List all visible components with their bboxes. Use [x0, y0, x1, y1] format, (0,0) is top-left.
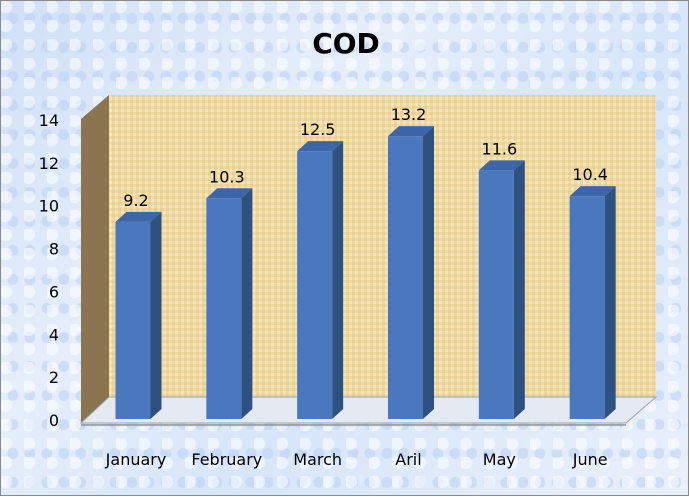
- bar-march: [297, 141, 344, 419]
- x-axis-category-labels: January February March Aril May June: [105, 450, 608, 469]
- data-label: 13.2: [391, 105, 427, 124]
- bar-side: [150, 211, 162, 419]
- bars: [115, 126, 616, 420]
- chart-title: COD: [312, 27, 380, 60]
- y-tick-label: 4: [49, 325, 59, 344]
- bar-top: [388, 126, 434, 137]
- data-label: 11.6: [482, 139, 518, 158]
- bar-side: [604, 186, 616, 419]
- bar-front: [569, 196, 605, 419]
- bar-january: [115, 211, 162, 419]
- data-labels: 9.2 10.3 12.5 13.2 11.6 10.4: [123, 105, 608, 210]
- bar-front: [206, 198, 242, 419]
- x-tick-label: March: [293, 450, 342, 469]
- data-label: 10.4: [572, 165, 608, 184]
- bar-may: [478, 160, 525, 419]
- data-label: 9.2: [123, 191, 148, 210]
- bar-top: [206, 188, 253, 199]
- bar-front: [115, 221, 151, 419]
- y-axis-tick-labels: 0 2 4 6 8 10 12 14: [39, 111, 59, 430]
- bar-top: [569, 186, 616, 197]
- bar-february: [206, 188, 253, 419]
- bar-aril: [388, 126, 434, 420]
- data-label: 12.5: [300, 120, 336, 139]
- data-label: 10.3: [209, 167, 245, 186]
- x-tick-label: January: [105, 450, 167, 469]
- bar-front: [388, 136, 423, 419]
- bar-side: [513, 160, 525, 419]
- x-tick-label: Aril: [395, 450, 421, 469]
- y-tick-label: 10: [39, 197, 59, 216]
- bar-side: [241, 188, 253, 419]
- x-tick-label: February: [191, 450, 262, 469]
- bar-front: [478, 170, 514, 419]
- bar-front: [297, 151, 333, 419]
- y-tick-label: 6: [49, 282, 59, 301]
- bar-june: [569, 186, 616, 419]
- x-tick-label: May: [483, 450, 516, 469]
- bar-top: [115, 211, 162, 222]
- bar-top: [297, 141, 344, 152]
- y-tick-label: 14: [39, 111, 59, 130]
- bar-top: [478, 160, 525, 171]
- side-wall: [81, 95, 109, 423]
- x-tick-label: June: [572, 450, 608, 469]
- y-tick-label: 0: [49, 411, 59, 430]
- bar-side: [423, 126, 434, 420]
- y-tick-label: 8: [49, 240, 59, 259]
- bar-side: [332, 141, 344, 419]
- y-tick-label: 12: [39, 154, 59, 173]
- y-tick-label: 2: [49, 368, 59, 387]
